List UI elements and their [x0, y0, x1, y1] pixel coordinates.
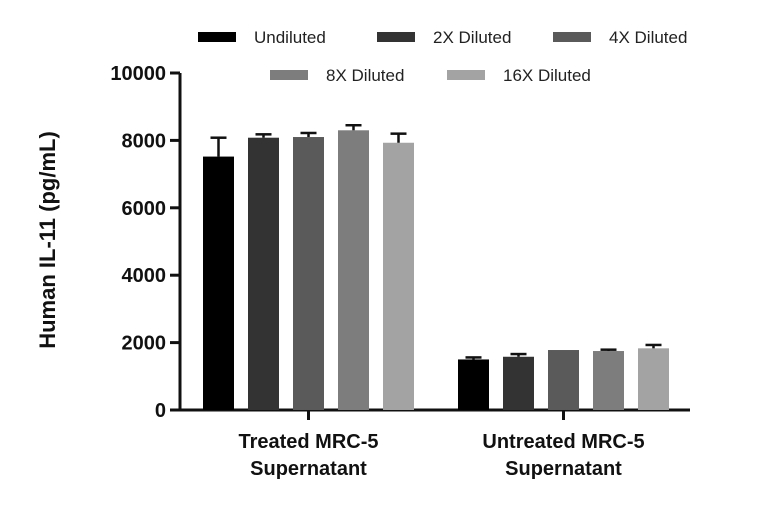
bar [638, 348, 669, 410]
bar [383, 142, 414, 410]
legend-swatch [447, 70, 485, 80]
y-tick-label: 0 [155, 400, 166, 422]
category-label: Supernatant [505, 458, 622, 480]
legend-swatch [198, 32, 236, 42]
category-labels: Treated MRC-5 Supernatant Untreated MRC-5 S… [238, 431, 644, 480]
bar [293, 137, 324, 410]
bar [548, 350, 579, 410]
x-axis [180, 408, 690, 420]
bar [248, 137, 279, 411]
y-tick-label: 4000 [122, 265, 167, 287]
bar [593, 351, 624, 410]
legend-swatch [553, 32, 591, 42]
y-tick-label: 6000 [122, 198, 167, 220]
bar [503, 356, 534, 410]
legend-label: 2X Diluted [433, 28, 511, 47]
bar [338, 130, 369, 411]
y-tick-label: 10000 [110, 63, 166, 85]
y-axis-title: Human IL-11 (pg/mL) [35, 131, 60, 349]
bar [203, 156, 234, 410]
category-label: Supernatant [250, 458, 367, 480]
legend-label: Undiluted [254, 28, 326, 47]
bar [458, 359, 489, 410]
legend-label: 8X Diluted [326, 66, 404, 85]
y-axis: 0 2000 4000 6000 8000 10000 [110, 63, 182, 422]
legend-swatch [270, 70, 308, 80]
bars [203, 123, 669, 411]
y-tick-label: 8000 [122, 130, 167, 152]
y-tick-label: 2000 [122, 333, 167, 355]
legend: Undiluted 2X Diluted 4X Diluted 8X Diluted 1… [198, 28, 687, 85]
legend-label: 4X Diluted [609, 28, 687, 47]
category-label: Untreated MRC-5 [482, 431, 644, 453]
legend-swatch [377, 32, 415, 42]
legend-label: 16X Diluted [503, 66, 591, 85]
category-label: Treated MRC-5 [238, 431, 378, 453]
